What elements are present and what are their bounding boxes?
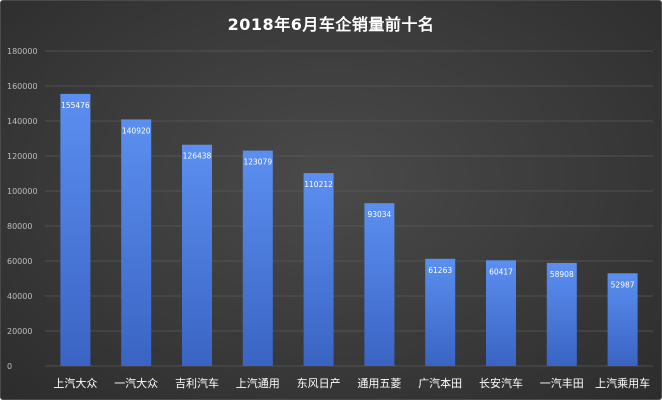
y-tick-label: 120000 — [7, 152, 38, 161]
x-tick-label: 上汽大众 — [53, 376, 97, 390]
y-tick-label: 140000 — [7, 117, 38, 126]
label-layer: 0 20000 40000 60000 80000 100000 120000 140000 1… — [7, 47, 650, 390]
data-label: 93034 — [367, 210, 391, 219]
bar — [182, 144, 212, 366]
y-tick-label: 160000 — [7, 82, 38, 91]
data-label: 110212 — [304, 180, 333, 189]
y-tick-label: 0 — [7, 362, 12, 371]
bar-layer — [60, 93, 638, 367]
bar — [546, 262, 577, 366]
bar — [607, 273, 638, 366]
x-tick-label: 广汽本田 — [418, 376, 462, 390]
bar — [242, 150, 273, 366]
data-label: 60417 — [489, 267, 513, 276]
y-tick-label: 40000 — [7, 292, 32, 301]
y-tick-label: 20000 — [7, 327, 32, 336]
x-tick-label: 一汽丰田 — [540, 376, 584, 390]
data-label: 123079 — [243, 158, 272, 167]
bar — [60, 93, 91, 367]
y-tick-label: 180000 — [7, 47, 38, 56]
bar — [425, 258, 456, 366]
x-tick-label: 一汽大众 — [114, 376, 158, 390]
data-label: 52987 — [611, 280, 635, 289]
bar — [121, 119, 152, 366]
x-tick-label: 上汽通用 — [236, 376, 280, 390]
data-label: 155476 — [61, 101, 90, 110]
x-tick-label: 东风日产 — [297, 376, 341, 390]
data-label: 140920 — [122, 126, 151, 135]
data-label: 61263 — [428, 266, 452, 275]
bar — [486, 260, 516, 366]
y-tick-label: 100000 — [7, 187, 38, 196]
x-tick-label: 吉利汽车 — [175, 376, 219, 390]
bar — [364, 203, 395, 366]
x-tick-label: 长安汽车 — [479, 376, 523, 390]
data-label: 58908 — [550, 270, 574, 279]
x-tick-label: 通用五菱 — [357, 377, 401, 390]
chart-title: 2018年6月车企销量前十名 — [227, 15, 435, 34]
y-tick-label: 60000 — [7, 257, 32, 266]
y-tick-label: 80000 — [7, 222, 32, 231]
x-tick-label: 上汽乘用车 — [595, 376, 650, 390]
bar — [303, 173, 334, 366]
data-label: 126438 — [183, 152, 212, 161]
